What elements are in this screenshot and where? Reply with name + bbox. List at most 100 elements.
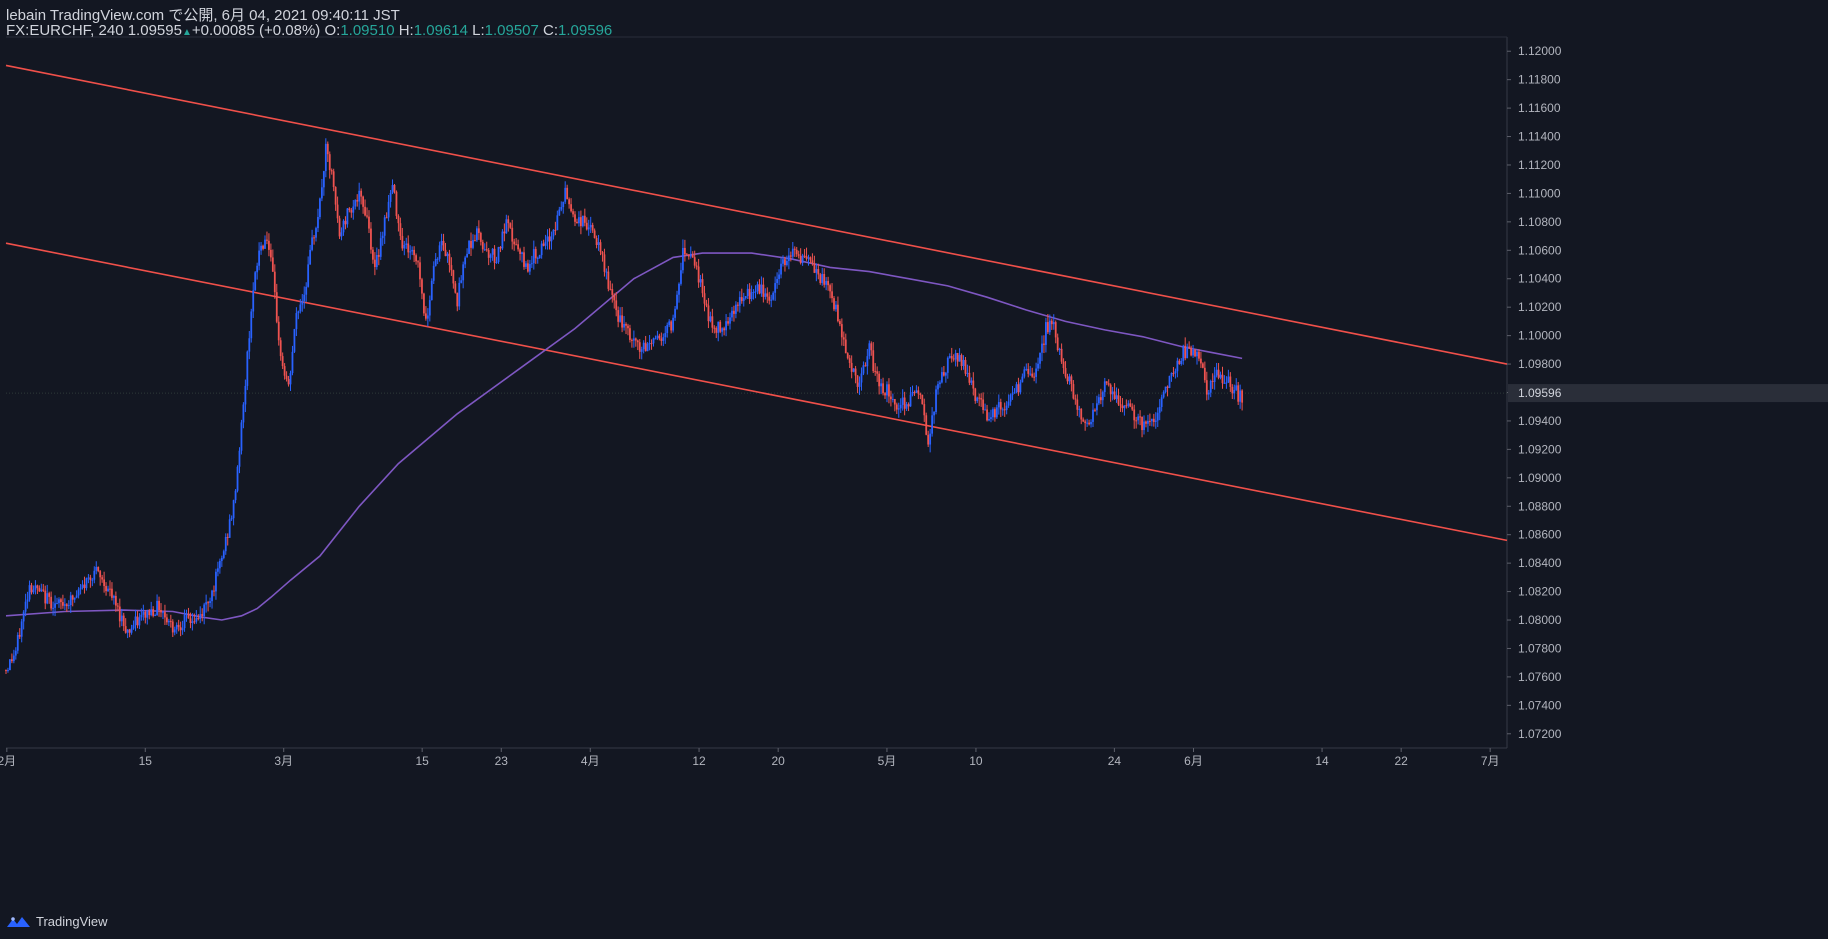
- candle-body: [81, 584, 84, 588]
- brand-footer[interactable]: TradingView: [6, 914, 108, 929]
- candle-body: [1119, 404, 1122, 406]
- candle-body: [525, 263, 527, 267]
- candle-body: [73, 597, 76, 600]
- candle-body: [381, 235, 384, 239]
- candle-body: [122, 615, 125, 627]
- candle-body: [572, 211, 574, 215]
- candle-body: [660, 338, 663, 341]
- candle-body: [79, 587, 82, 590]
- candle-body: [152, 609, 155, 616]
- candle-body: [511, 227, 514, 242]
- candle-body: [1064, 368, 1067, 377]
- candle-body: [1178, 360, 1181, 364]
- symbol-label[interactable]: FX:EURCHF, 240: [6, 22, 124, 39]
- candle-body: [754, 291, 757, 293]
- candle-body: [462, 264, 465, 281]
- candle-body: [415, 255, 417, 262]
- candle-body: [507, 219, 510, 224]
- candle-body: [811, 260, 814, 264]
- candle-body: [532, 249, 535, 264]
- price-tick-label: 1.09800: [1518, 357, 1562, 371]
- candle-body: [1200, 358, 1202, 364]
- candle-body: [933, 411, 935, 416]
- candle-body: [968, 372, 971, 383]
- candle-body: [964, 359, 967, 374]
- candle-body: [1054, 322, 1057, 338]
- time-axis[interactable]: 2月 15 3月 15 23 4月 12 20 5月 10 24 6月 14 22 7月: [0, 748, 1500, 768]
- candle-body: [782, 259, 784, 264]
- candle-body: [195, 618, 198, 622]
- candle-body: [14, 650, 17, 656]
- candle-body: [619, 315, 622, 322]
- moving-average-layer: [5, 252, 1243, 621]
- candle-body: [150, 609, 153, 616]
- candle-body: [950, 355, 953, 359]
- candle-body: [167, 620, 170, 623]
- candle-body: [162, 612, 164, 614]
- candle-body: [844, 339, 847, 354]
- trendline[interactable]: [5, 64, 1508, 365]
- candle-body: [1015, 384, 1018, 393]
- candle-body: [44, 590, 47, 604]
- candle-body: [683, 247, 686, 255]
- candle-body: [181, 628, 184, 631]
- candle-body: [727, 321, 729, 324]
- candle-body: [931, 415, 934, 434]
- candle-body: [326, 143, 329, 155]
- candle-body: [289, 373, 292, 385]
- candle-body: [146, 611, 149, 618]
- candle-body: [797, 254, 800, 256]
- candle-body: [444, 249, 447, 257]
- candle-body: [317, 217, 319, 229]
- candle-body: [1139, 416, 1141, 418]
- candle-body: [209, 601, 211, 604]
- candle-body: [837, 304, 839, 322]
- candle-body: [697, 266, 700, 283]
- candle-body: [148, 611, 151, 616]
- candle-body: [160, 610, 162, 613]
- candle-body: [116, 605, 119, 607]
- candle-body: [719, 321, 722, 332]
- trendline-layer[interactable]: [5, 64, 1508, 542]
- candle-body: [632, 338, 635, 341]
- candle-body: [93, 570, 96, 580]
- candle-body: [236, 466, 239, 491]
- candle-body: [419, 262, 421, 280]
- candle-body: [287, 379, 290, 385]
- trendline[interactable]: [5, 242, 1508, 542]
- candle-body: [548, 236, 551, 242]
- candle-body: [1233, 389, 1236, 394]
- candle-body: [238, 450, 241, 467]
- candle-body: [407, 243, 410, 253]
- candle-body: [748, 288, 751, 300]
- candle-body: [246, 351, 249, 386]
- candle-body: [1162, 392, 1165, 398]
- candle-body: [927, 434, 930, 445]
- candle-body: [293, 329, 296, 352]
- candle-body: [1099, 397, 1102, 401]
- candle-body: [397, 215, 400, 224]
- candle-body: [130, 628, 133, 633]
- candle-body: [831, 291, 833, 299]
- candle-body: [452, 270, 455, 284]
- candle-body: [1117, 395, 1120, 405]
- time-tick-label: 20: [771, 754, 785, 768]
- candle-body: [909, 394, 912, 407]
- candle-body: [1186, 346, 1189, 359]
- candle-body: [279, 340, 282, 357]
- price-axis[interactable]: 1.07200 1.07400 1.07600 1.07800 1.08000 1.082…: [1507, 44, 1828, 741]
- candle-body: [1123, 405, 1126, 409]
- candle-body: [393, 184, 396, 192]
- candle-body: [395, 191, 398, 216]
- candle-body: [850, 362, 853, 372]
- price-tick-label: 1.07400: [1518, 698, 1562, 712]
- price-tick-label: 1.07200: [1518, 727, 1562, 741]
- candle-body: [617, 310, 620, 322]
- candle-body: [1109, 384, 1112, 395]
- candle-body: [1168, 375, 1171, 388]
- candle-body: [638, 342, 641, 352]
- candle-body: [911, 391, 914, 395]
- candle-body: [878, 373, 881, 387]
- candle-body: [913, 391, 916, 393]
